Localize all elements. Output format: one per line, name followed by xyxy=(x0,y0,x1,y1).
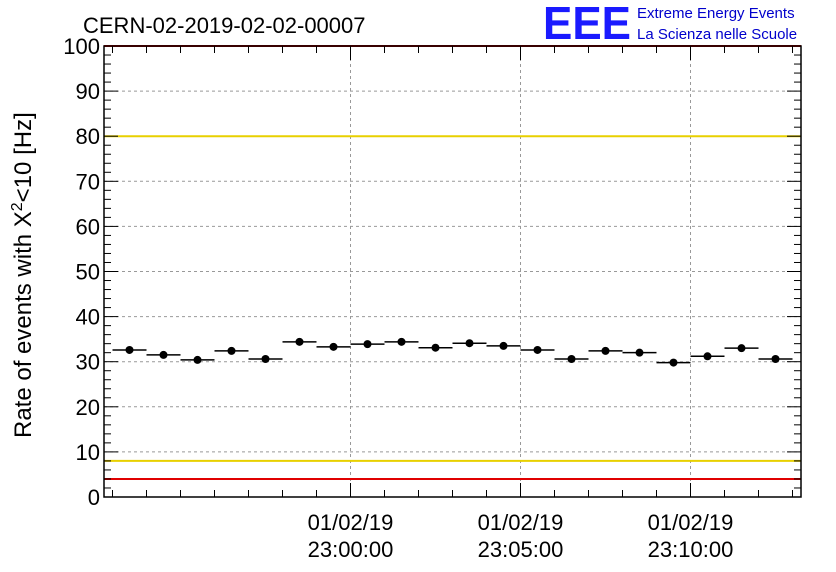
point-marker xyxy=(703,352,712,361)
grid xyxy=(104,46,801,497)
y-axis-label-tail: <10 [Hz] xyxy=(10,112,37,202)
x-tick-label-time: 23:10:00 xyxy=(648,537,734,562)
data-point xyxy=(112,345,147,354)
logo-mark: EEE xyxy=(543,0,631,49)
data-point xyxy=(350,340,385,349)
x-tick-label-date: 01/02/19 xyxy=(478,510,564,535)
data-point xyxy=(520,345,555,354)
point-marker xyxy=(431,343,440,352)
point-marker xyxy=(295,337,304,346)
y-tick-label: 70 xyxy=(76,169,100,194)
y-axis: 0 10 20 30 40 50 60 70 80 90 100 xyxy=(63,34,801,510)
point-marker xyxy=(737,344,746,353)
point-marker xyxy=(261,354,270,363)
point-marker xyxy=(465,339,474,348)
point-marker xyxy=(329,342,338,351)
y-tick-label: 80 xyxy=(76,124,100,149)
data-point xyxy=(316,342,351,351)
y-tick-label: 90 xyxy=(76,79,100,104)
data-point xyxy=(282,337,317,346)
x-tick-label-date: 01/02/19 xyxy=(308,510,394,535)
y-axis-label-sup: 2 xyxy=(9,202,26,211)
chart-title: CERN-02-2019-02-02-00007 xyxy=(83,13,366,38)
y-tick-label: 100 xyxy=(63,34,100,59)
y-tick-label: 40 xyxy=(76,305,100,330)
x-tick-label-time: 23:05:00 xyxy=(478,537,564,562)
data-point xyxy=(486,341,521,350)
y-tick-label: 10 xyxy=(76,440,100,465)
data-point xyxy=(146,350,181,359)
point-marker xyxy=(227,346,236,355)
data-point xyxy=(656,358,691,367)
point-marker xyxy=(125,345,134,354)
y-tick-label: 30 xyxy=(76,350,100,375)
y-tick-label: 60 xyxy=(76,214,100,239)
data-point xyxy=(452,339,487,348)
data-point xyxy=(724,344,759,353)
y-tick-label: 20 xyxy=(76,395,100,420)
y-tick-label: 0 xyxy=(88,485,100,510)
data-point xyxy=(214,346,249,355)
data-point xyxy=(418,343,453,352)
point-marker xyxy=(499,341,508,350)
y-axis-label: Rate of events with X2<10 [Hz] xyxy=(9,112,37,438)
x-axis: 01/02/1923:00:0001/02/1923:05:0001/02/19… xyxy=(112,46,793,562)
eee-logo: EEE Extreme Energy Events La Scienza nel… xyxy=(543,0,797,49)
x-tick-label-time: 23:00:00 xyxy=(308,537,394,562)
point-marker xyxy=(669,358,678,367)
data-point xyxy=(758,354,793,363)
data-series xyxy=(112,337,793,367)
logo-line-1: Extreme Energy Events xyxy=(637,5,795,22)
point-marker xyxy=(771,354,780,363)
point-marker xyxy=(363,340,372,349)
point-marker xyxy=(193,355,202,364)
y-axis-label-main: Rate of events with X xyxy=(10,211,37,438)
data-point xyxy=(180,355,215,364)
point-marker xyxy=(601,346,610,355)
x-tick-label-date: 01/02/19 xyxy=(648,510,734,535)
data-point xyxy=(248,354,283,363)
point-marker xyxy=(159,350,168,359)
data-point xyxy=(554,354,589,363)
point-marker xyxy=(635,348,644,357)
point-marker xyxy=(397,337,406,346)
data-point xyxy=(588,346,623,355)
y-tick-label: 50 xyxy=(76,260,100,285)
reference-lines xyxy=(104,45,801,480)
point-marker xyxy=(567,354,576,363)
point-marker xyxy=(533,345,542,354)
data-point xyxy=(384,337,419,346)
data-point xyxy=(622,348,657,357)
logo-line-2: La Scienza nelle Scuole xyxy=(637,26,797,43)
data-point xyxy=(690,352,725,361)
